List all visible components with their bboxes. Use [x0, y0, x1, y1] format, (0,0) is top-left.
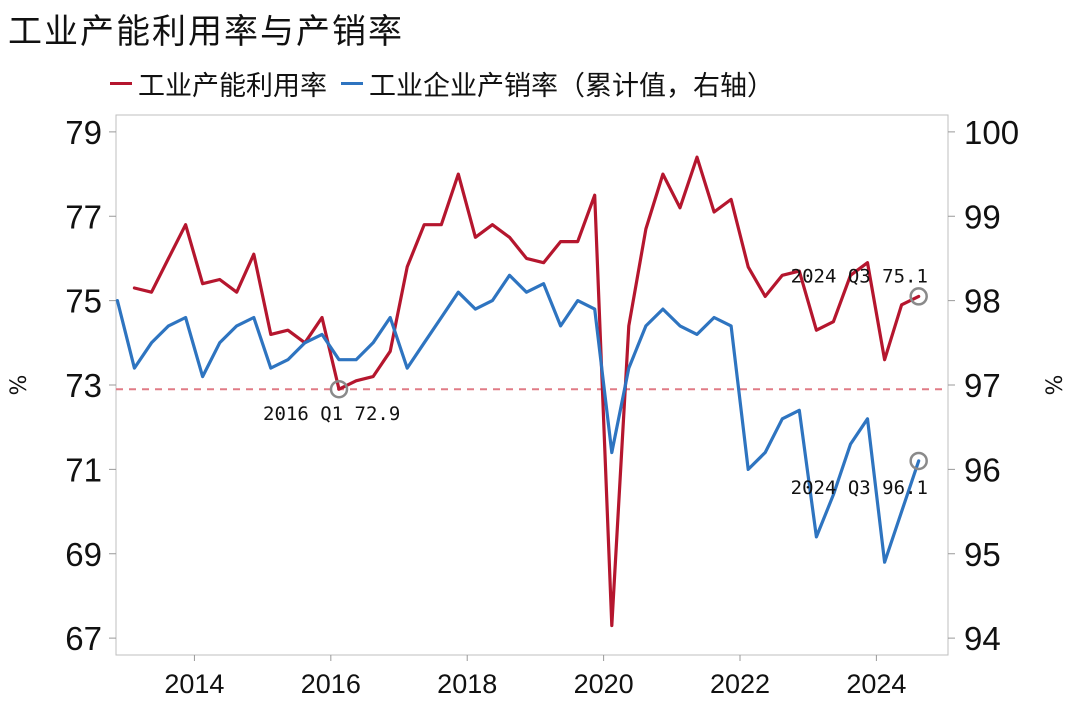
left-axis-unit: %: [7, 375, 32, 396]
left-tick-label: 71: [65, 451, 102, 488]
legend-label-sales-ratio: 工业企业产销率（累计值，右轴）: [369, 71, 774, 102]
annotations: 2016 Q1 72.9 2024 Q3 75.1 2024 Q3 96.1: [263, 265, 928, 499]
plot-frame: [115, 114, 949, 656]
legend-item-sales-ratio: 工业企业产销率（累计值，右轴）: [341, 64, 774, 103]
left-tick-label: 69: [65, 536, 102, 573]
annotation-label: 2024 Q3 96.1: [791, 477, 928, 499]
legend: 工业产能利用率 工业企业产销率（累计值，右轴）: [110, 64, 788, 103]
right-tick-label: 94: [964, 620, 1001, 657]
legend-swatch-capacity: [110, 82, 132, 85]
right-axis-unit: %: [1043, 375, 1068, 396]
x-tick-label: 2022: [710, 669, 770, 699]
right-tick-label: 100: [964, 114, 1019, 151]
annotation-label: 2024 Q3 75.1: [791, 265, 928, 287]
right-tick-label: 96: [964, 451, 1001, 488]
right-tick-label: 97: [964, 367, 1001, 404]
x-tick-label: 2024: [846, 669, 906, 699]
series-lines: [115, 155, 921, 628]
series-line-sales-ratio: [115, 273, 921, 564]
highlight-marker: [329, 379, 349, 399]
axes: 67 69 71 73 75 77 79 94 95 96 97 98 99 100 2014 2016 201…: [7, 114, 1068, 699]
annotation-label: 2016 Q1 72.9: [263, 403, 400, 425]
x-tick-label: 2018: [437, 669, 497, 699]
left-tick-label: 67: [65, 620, 102, 657]
legend-item-capacity: 工业产能利用率: [110, 64, 327, 103]
series-line-capacity-utilization: [132, 155, 921, 628]
x-tick-label: 2016: [301, 669, 361, 699]
left-tick-label: 79: [65, 114, 102, 151]
highlight-marker: [909, 451, 928, 471]
left-tick-label: 77: [65, 198, 102, 235]
left-tick-label: 73: [65, 367, 102, 404]
right-tick-label: 95: [964, 536, 1001, 573]
left-tick-label: 75: [65, 283, 102, 320]
highlight-marker: [909, 287, 928, 306]
chart-title: 工业产能利用率与产销率: [8, 12, 404, 52]
right-tick-label: 99: [964, 198, 1001, 235]
legend-swatch-sales-ratio: [341, 82, 363, 85]
legend-label-capacity: 工业产能利用率: [138, 71, 327, 102]
right-tick-label: 98: [964, 283, 1001, 320]
x-tick-label: 2020: [574, 669, 634, 699]
x-tick-label: 2014: [164, 669, 224, 699]
